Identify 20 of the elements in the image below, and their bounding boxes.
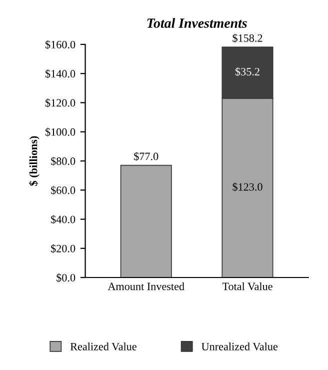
y-tick-label: $0.0 (56, 273, 76, 282)
y-axis-title: $ (billions) (29, 136, 40, 186)
y-tick-label: $80.0 (51, 156, 76, 166)
data-label: $123.0 (232, 182, 262, 192)
y-tick-label: $140.0 (45, 69, 76, 78)
y-tick-label: $100.0 (45, 128, 76, 137)
bar (120, 164, 172, 278)
legend-label: Realized Value (70, 342, 136, 350)
y-tick-label: $20.0 (51, 244, 76, 254)
total-label: $158.2 (232, 34, 262, 43)
total-label: $77.0 (134, 152, 158, 161)
y-tick-label: $40.0 (51, 215, 76, 224)
legend-label: Unrealized Value (202, 342, 278, 350)
chart-title: Total Investments (147, 18, 247, 28)
x-tick-label: Total Value (222, 282, 272, 290)
data-label: $35.2 (235, 67, 260, 76)
x-tick-label: Amount Invested (108, 282, 184, 290)
y-tick-label: $120.0 (45, 98, 76, 108)
y-tick-label: $60.0 (51, 186, 76, 195)
y-tick-label: $160.0 (45, 40, 76, 50)
